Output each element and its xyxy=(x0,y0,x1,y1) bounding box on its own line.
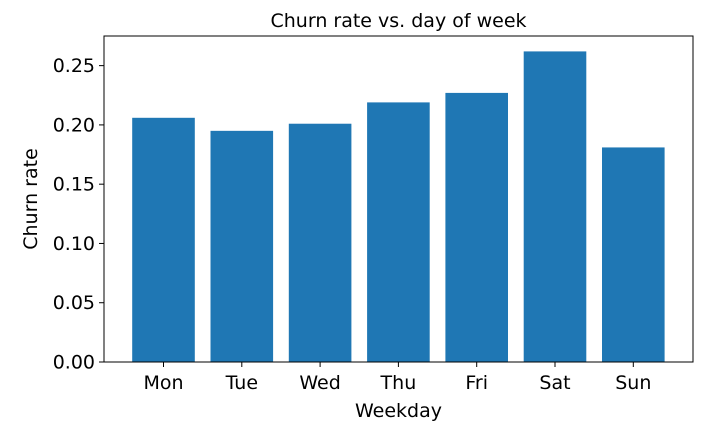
chart-title: Churn rate vs. day of week xyxy=(270,10,526,32)
y-tick-label: 0.00 xyxy=(53,352,95,374)
bar-fri xyxy=(445,92,508,363)
y-axis-label: Churn rate xyxy=(20,148,42,250)
bar-sun xyxy=(602,147,665,362)
bar-thu xyxy=(367,102,430,362)
x-tick-label: Tue xyxy=(225,372,258,394)
y-tick-label: 0.25 xyxy=(53,55,95,77)
x-tick-label: Thu xyxy=(380,372,417,394)
bar-mon xyxy=(132,117,195,362)
bar-sat xyxy=(523,51,587,362)
bar-tue xyxy=(210,130,274,362)
y-tick-label: 0.05 xyxy=(53,292,95,314)
bar-wed xyxy=(288,123,352,362)
x-axis-label: Weekday xyxy=(355,400,442,422)
x-tick-label: Fri xyxy=(465,372,488,394)
y-axis: 0.00 0.05 0.10 0.15 0.20 0.25 xyxy=(53,55,104,374)
y-tick-label: 0.10 xyxy=(53,233,95,255)
x-tick-label: Sat xyxy=(539,372,570,394)
x-tick-label: Mon xyxy=(143,372,183,394)
y-tick-label: 0.20 xyxy=(53,114,95,136)
x-tick-label: Sun xyxy=(615,372,651,394)
x-tick-label: Wed xyxy=(299,372,340,394)
x-axis: Mon Tue Wed Thu Fri Sat Sun xyxy=(143,362,651,394)
y-tick-label: 0.15 xyxy=(53,174,95,196)
plot-area-frame xyxy=(103,35,694,363)
bars-layer xyxy=(132,51,665,363)
